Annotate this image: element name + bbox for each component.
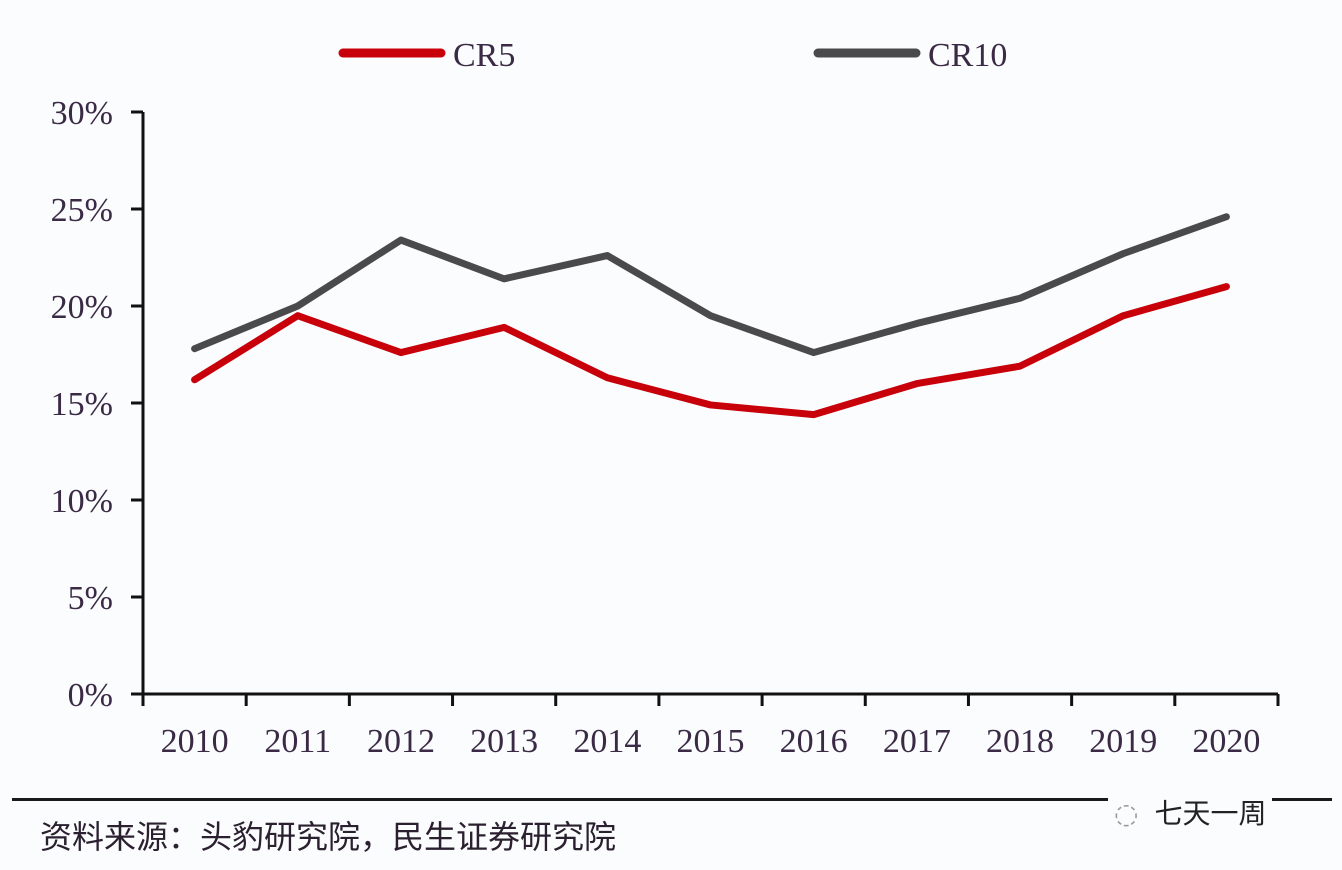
axes: 0% 5% 10% 15% 20% 25% 30% 2010 2011 2012 2013 2014 2… <box>51 95 1280 760</box>
y-tick-label: 5% <box>68 580 113 617</box>
y-tick-label: 0% <box>68 677 113 714</box>
x-tick-label: 2014 <box>573 723 641 760</box>
watermark: ◌ 七天一周 <box>1108 792 1273 832</box>
legend-label-cr5: CR5 <box>453 37 515 74</box>
x-tick-label: 2017 <box>883 723 951 760</box>
y-tick-label: 15% <box>51 386 113 423</box>
x-tick-label: 2018 <box>986 723 1054 760</box>
y-tick-label: 10% <box>51 483 113 520</box>
x-tick-label: 2015 <box>677 723 745 760</box>
series-lines <box>191 213 1230 419</box>
x-tick-label: 2020 <box>1192 723 1260 760</box>
legend-label-cr10: CR10 <box>928 37 1007 74</box>
x-tick-label: 2019 <box>1089 723 1157 760</box>
y-tick-label: 30% <box>51 95 113 132</box>
x-tick-label: 2016 <box>780 723 848 760</box>
series-cr5 <box>191 283 1230 419</box>
chat-bubble-icon: ◌ <box>1114 797 1139 830</box>
y-tick-label: 25% <box>51 192 113 229</box>
footer-divider <box>12 798 1332 801</box>
legend: CR5 CR10 <box>338 37 1007 74</box>
y-tick-label: 20% <box>51 289 113 326</box>
watermark-text: 七天一周 <box>1154 797 1267 830</box>
x-tick-label: 2012 <box>367 723 435 760</box>
x-tick-label: 2013 <box>470 723 538 760</box>
line-chart: CR5 CR10 0% 5% 10% 15% 20% 25% 30% 2010 2011 2012 2… <box>51 37 1280 760</box>
source-note: 资料来源：头豹研究院，民生证券研究院 <box>40 818 617 856</box>
x-tick-label: 2011 <box>264 723 331 760</box>
series-cr10 <box>191 213 1230 357</box>
x-tick-label: 2010 <box>161 723 229 760</box>
